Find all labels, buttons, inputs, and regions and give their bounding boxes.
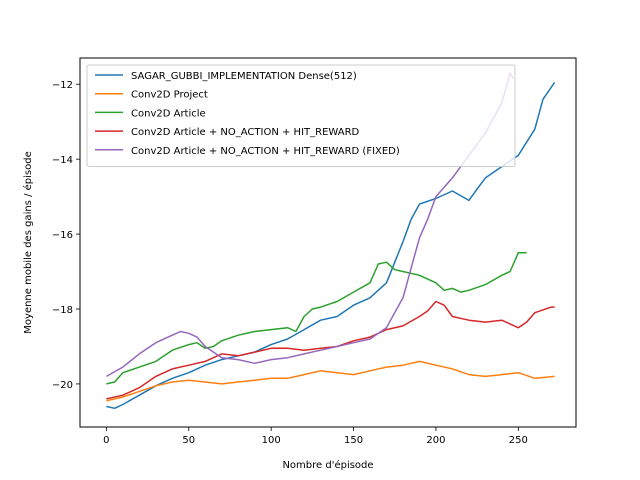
legend-box [86, 64, 516, 167]
y-tick-label: −20 [52, 380, 73, 391]
x-tick-label: 200 [426, 435, 445, 446]
legend-label: Conv2D Project [131, 90, 208, 101]
y-tick-label: −18 [52, 305, 73, 316]
y-axis-label: Moyenne mobile des gains / épisode [22, 151, 34, 333]
x-axis-label: Nombre d'épisode [282, 459, 373, 471]
series-line-1 [106, 81, 556, 410]
legend-label: Conv2D Article + NO_ACTION + HIT_REWARD … [131, 146, 400, 157]
legend-label: SAGAR_GUBBI_IMPLEMENTATION Dense(512) [131, 71, 357, 82]
x-tick-label: 250 [509, 435, 528, 446]
series-line-2 [106, 360, 555, 402]
y-tick-label: −12 [52, 80, 73, 91]
series-line-3 [106, 252, 527, 385]
legend: SAGAR_GUBBI_IMPLEMENTATION Dense(512) Con… [86, 64, 516, 167]
x-tick-label: 100 [262, 435, 281, 446]
y-tick-label: −16 [52, 230, 73, 241]
x-tick-label: 0 [103, 435, 109, 446]
legend-label: Conv2D Article [131, 108, 206, 119]
plot-frame [79, 57, 577, 428]
x-tick-label: 50 [182, 435, 195, 446]
y-axis: −20 −18 −16 −14 −12 [52, 80, 80, 391]
series-line-4 [106, 300, 555, 400]
legend-label: Conv2D Article + NO_ACTION + HIT_REWARD [131, 127, 360, 138]
y-tick-label: −14 [52, 155, 73, 166]
x-tick-label: 150 [344, 435, 363, 446]
x-axis: 0 50 100 150 200 250 [103, 427, 528, 446]
